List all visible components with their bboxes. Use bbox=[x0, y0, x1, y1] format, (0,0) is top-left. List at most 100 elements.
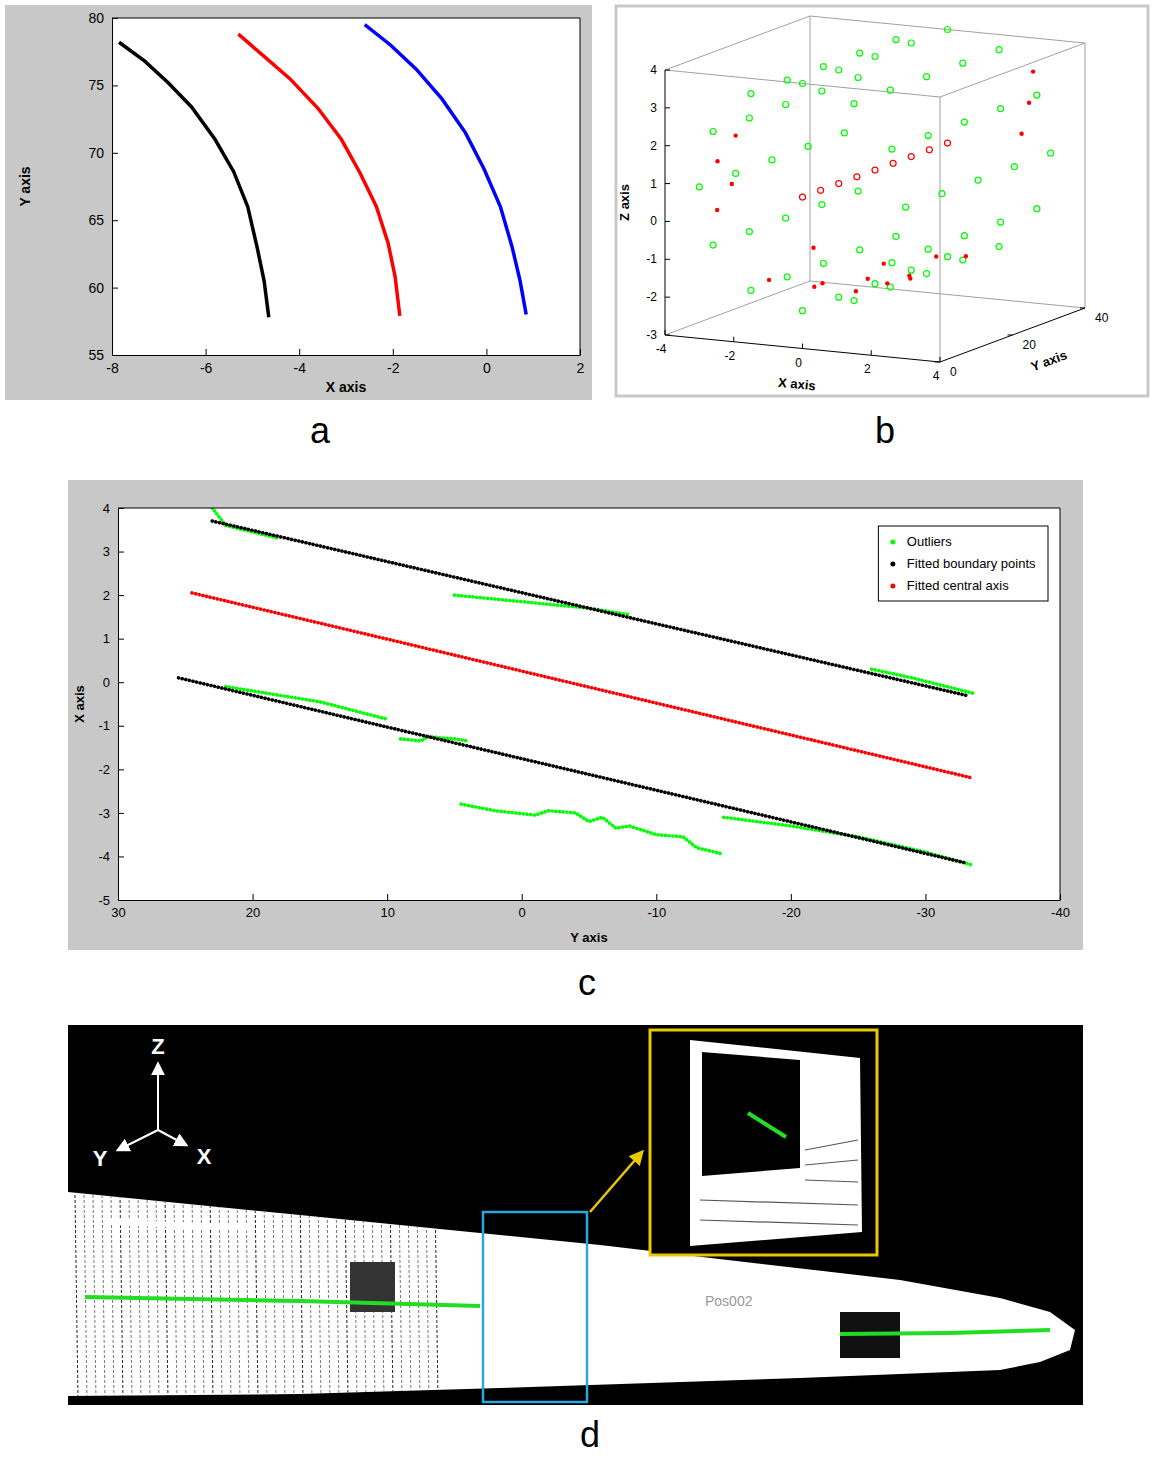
point bbox=[800, 81, 806, 87]
point bbox=[908, 267, 914, 273]
point bbox=[784, 77, 790, 83]
legend-item: Fitted boundary points bbox=[890, 556, 1036, 571]
tick-mark bbox=[118, 856, 124, 857]
tick-mark bbox=[1008, 335, 1013, 336]
point bbox=[924, 271, 930, 277]
tick-label: -30 bbox=[917, 905, 936, 920]
panel-letter: b bbox=[875, 410, 895, 451]
tick-label: -4 bbox=[98, 849, 110, 864]
tick-label: -2 bbox=[387, 360, 400, 376]
tick-label: -10 bbox=[647, 905, 666, 920]
tick-label: -3 bbox=[646, 328, 657, 342]
tick: -5 bbox=[98, 893, 124, 908]
point bbox=[746, 229, 752, 235]
point bbox=[893, 37, 899, 43]
tick-mark bbox=[393, 349, 394, 355]
texture-line bbox=[327, 1195, 330, 1400]
point bbox=[887, 87, 893, 93]
texture-line bbox=[273, 1195, 276, 1400]
point bbox=[811, 245, 815, 249]
point bbox=[710, 129, 716, 135]
axis-label: Z bbox=[151, 1034, 164, 1059]
tick-mark bbox=[665, 330, 666, 335]
point bbox=[1011, 164, 1017, 170]
point bbox=[908, 154, 914, 160]
point bbox=[945, 140, 951, 146]
legend-label: Fitted boundary points bbox=[907, 556, 1036, 571]
point bbox=[800, 308, 806, 314]
point bbox=[767, 278, 771, 282]
texture-line bbox=[426, 1195, 429, 1400]
point bbox=[820, 64, 826, 70]
tick-mark bbox=[118, 552, 124, 553]
texture-line bbox=[417, 1195, 420, 1400]
inset-detail bbox=[805, 1160, 858, 1165]
point bbox=[730, 182, 734, 186]
box-edge bbox=[940, 43, 1085, 97]
y-axis-title: Y axis bbox=[17, 166, 33, 206]
tick: 0 bbox=[519, 894, 526, 920]
texture-line bbox=[255, 1195, 258, 1400]
plot-marks bbox=[119, 25, 526, 318]
tick-mark bbox=[118, 769, 124, 770]
axis-arrow bbox=[118, 1130, 158, 1150]
point bbox=[964, 254, 968, 258]
point bbox=[924, 74, 930, 80]
tick-label: -1 bbox=[646, 252, 657, 266]
tick-mark bbox=[387, 894, 388, 900]
point bbox=[715, 159, 719, 163]
tick-label: 75 bbox=[88, 77, 104, 93]
texture-line bbox=[345, 1195, 348, 1400]
tick-label: 80 bbox=[88, 10, 104, 26]
tick: -4 bbox=[98, 849, 124, 864]
tick-label: 20 bbox=[246, 905, 260, 920]
point bbox=[903, 204, 909, 210]
box-edge bbox=[665, 70, 940, 97]
texture-line bbox=[300, 1195, 303, 1400]
series-line bbox=[179, 521, 966, 863]
tick-mark bbox=[112, 85, 118, 86]
point bbox=[998, 106, 1004, 112]
point bbox=[733, 170, 739, 176]
tick-label: -3 bbox=[98, 806, 110, 821]
point bbox=[805, 143, 811, 149]
point bbox=[733, 133, 737, 137]
texture-line bbox=[282, 1195, 285, 1400]
tick-label: -2 bbox=[98, 762, 110, 777]
tick: 55 bbox=[88, 347, 118, 363]
box-edge bbox=[810, 16, 1085, 43]
legend-symbol bbox=[890, 540, 895, 545]
point bbox=[908, 40, 914, 46]
tick: 65 bbox=[88, 212, 118, 228]
tick: -6 bbox=[200, 349, 213, 376]
texture-line bbox=[110, 1222, 250, 1228]
tick: -4 bbox=[293, 349, 306, 376]
plot-marks bbox=[696, 27, 1053, 314]
tick-label: 0 bbox=[519, 905, 526, 920]
tick-mark bbox=[112, 153, 118, 154]
inset-detail bbox=[805, 1140, 858, 1150]
point bbox=[696, 184, 702, 190]
tick: 3 bbox=[103, 544, 124, 559]
frame-right bbox=[1060, 508, 1061, 900]
point bbox=[890, 160, 896, 166]
tick-label: -4 bbox=[656, 342, 667, 356]
panel-background bbox=[5, 5, 592, 400]
tick-label: 60 bbox=[88, 280, 104, 296]
point bbox=[851, 101, 857, 107]
tick-label: 0 bbox=[950, 365, 957, 379]
tick-mark bbox=[112, 220, 118, 221]
panel-background bbox=[616, 6, 1148, 396]
point bbox=[820, 260, 826, 266]
tick-label: 10 bbox=[380, 905, 394, 920]
axis-label: Y bbox=[93, 1146, 108, 1171]
tick-mark bbox=[118, 726, 124, 727]
point bbox=[996, 47, 1002, 53]
point bbox=[715, 208, 719, 212]
x-axis-title: Y axis bbox=[570, 930, 607, 945]
tick-mark bbox=[665, 221, 670, 222]
tick-label: 1 bbox=[103, 631, 110, 646]
point bbox=[960, 60, 966, 66]
point bbox=[1034, 92, 1040, 98]
tick-label: 4 bbox=[103, 501, 110, 516]
